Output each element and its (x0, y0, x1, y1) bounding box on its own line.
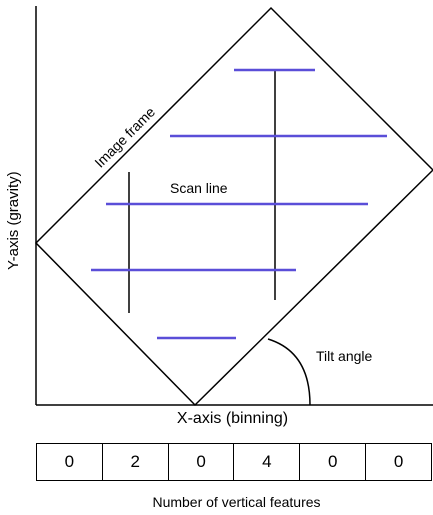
counts-caption: Number of vertical features (152, 494, 321, 510)
bin-count: 0 (300, 444, 367, 480)
bin-count: 0 (37, 444, 103, 480)
feature-count-bins: 0 2 0 4 0 0 (36, 443, 432, 481)
bin-count: 2 (103, 444, 169, 480)
tilt-angle-label: Tilt angle (316, 348, 373, 364)
bin-count: 0 (393, 452, 404, 471)
bin-count: 4 (234, 444, 301, 480)
bin-count: 0 (169, 444, 235, 480)
image-frame (34, 6, 433, 407)
x-axis-label: X-axis (binning) (176, 410, 289, 427)
scan-line-label: Scan line (170, 180, 228, 196)
y-axis-label: Y-axis (gravity) (5, 171, 22, 270)
tilt-angle-arc (267, 338, 311, 406)
